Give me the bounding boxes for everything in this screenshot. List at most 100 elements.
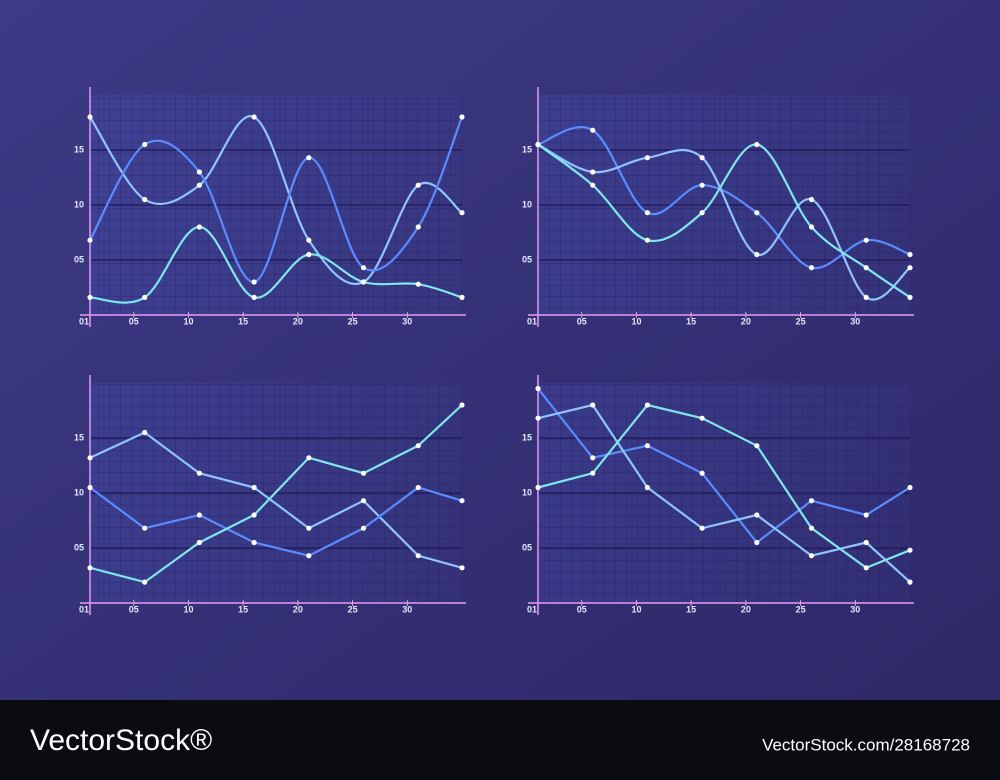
data-point: [644, 237, 651, 243]
data-point: [87, 455, 93, 461]
series-line: [89, 116, 464, 284]
data-point: [535, 484, 541, 491]
x-tick-label: 20: [293, 316, 303, 326]
data-point: [142, 579, 148, 585]
series-line: [537, 143, 911, 301]
data-point: [360, 279, 367, 285]
data-point: [360, 470, 367, 476]
series-line: [89, 431, 463, 569]
data-point: [644, 484, 651, 491]
y-tick-label: 15: [74, 144, 84, 154]
data-point: [251, 512, 257, 518]
footer-bar: [0, 700, 1000, 780]
x-tick-label: 01: [79, 604, 89, 614]
series-line: [537, 403, 911, 570]
data-point: [306, 251, 312, 258]
x-tick-label: 25: [796, 604, 806, 614]
y-tick-label: 15: [522, 144, 532, 154]
data-point: [907, 547, 913, 553]
series-line: [89, 225, 463, 304]
data-point: [196, 539, 203, 546]
data-point: [754, 512, 760, 518]
y-tick-label: 15: [522, 432, 532, 442]
data-point: [196, 169, 203, 175]
data-point: [699, 470, 705, 476]
y-tick-label: 10: [74, 199, 84, 209]
x-tick-label: 05: [577, 316, 587, 326]
footer-brand: VectorStock®: [30, 724, 212, 757]
data-point: [306, 155, 312, 161]
data-point: [306, 455, 312, 461]
data-point: [907, 294, 913, 300]
data-point: [863, 265, 869, 271]
data-point: [196, 224, 203, 230]
x-tick-label: 25: [796, 316, 806, 326]
data-point: [808, 525, 815, 531]
data-point: [754, 251, 760, 258]
data-point: [590, 402, 596, 408]
x-tick-label: 25: [348, 604, 358, 614]
x-tick-label: 10: [183, 316, 193, 326]
data-point: [459, 294, 465, 300]
data-point: [863, 539, 869, 546]
data-point: [699, 415, 705, 421]
data-point: [863, 237, 869, 243]
data-point: [360, 525, 367, 531]
data-point: [251, 484, 257, 491]
data-point: [754, 539, 760, 546]
data-point: [87, 114, 93, 120]
y-tick-label: 05: [522, 254, 532, 264]
data-point: [535, 415, 541, 421]
data-point: [808, 224, 815, 230]
data-point: [196, 470, 203, 476]
data-point: [459, 402, 465, 408]
data-point: [808, 553, 815, 559]
series-line: [537, 387, 911, 545]
x-tick-label: 05: [129, 316, 139, 326]
data-point: [87, 237, 93, 243]
data-point: [590, 455, 596, 461]
y-tick-label: 10: [522, 487, 532, 497]
y-tick-label: 05: [74, 254, 84, 264]
data-point: [142, 525, 148, 531]
data-point: [754, 210, 760, 216]
data-point: [306, 525, 312, 531]
data-point: [644, 443, 651, 449]
data-point: [459, 565, 465, 571]
footer-url: VectorStock.com/28168728: [762, 735, 970, 754]
data-point: [360, 498, 367, 504]
data-point: [415, 182, 421, 188]
data-point: [459, 114, 465, 120]
x-tick-label: 01: [527, 604, 537, 614]
data-point: [907, 251, 913, 258]
y-tick-label: 05: [522, 542, 532, 552]
data-point: [699, 155, 705, 161]
x-tick-label: 05: [577, 604, 587, 614]
data-point: [306, 237, 312, 243]
data-point: [907, 579, 913, 585]
data-point: [196, 182, 203, 188]
data-point: [251, 539, 257, 546]
data-point: [754, 141, 760, 148]
x-tick-label: 30: [402, 604, 412, 614]
data-point: [699, 525, 705, 531]
data-point: [590, 182, 596, 188]
x-tick-label: 15: [686, 604, 696, 614]
data-point: [87, 484, 93, 491]
data-point: [415, 553, 421, 559]
data-point: [142, 141, 148, 148]
data-point: [590, 470, 596, 476]
data-point: [251, 114, 257, 120]
data-point: [699, 210, 705, 216]
x-tick-label: 10: [631, 316, 641, 326]
series-line: [89, 115, 463, 285]
data-point: [590, 127, 596, 133]
y-tick-label: 05: [74, 542, 84, 552]
series-line: [537, 143, 911, 299]
x-tick-label: 01: [527, 316, 537, 326]
series-line: [537, 403, 911, 583]
data-point: [251, 279, 257, 285]
data-point: [360, 265, 367, 271]
